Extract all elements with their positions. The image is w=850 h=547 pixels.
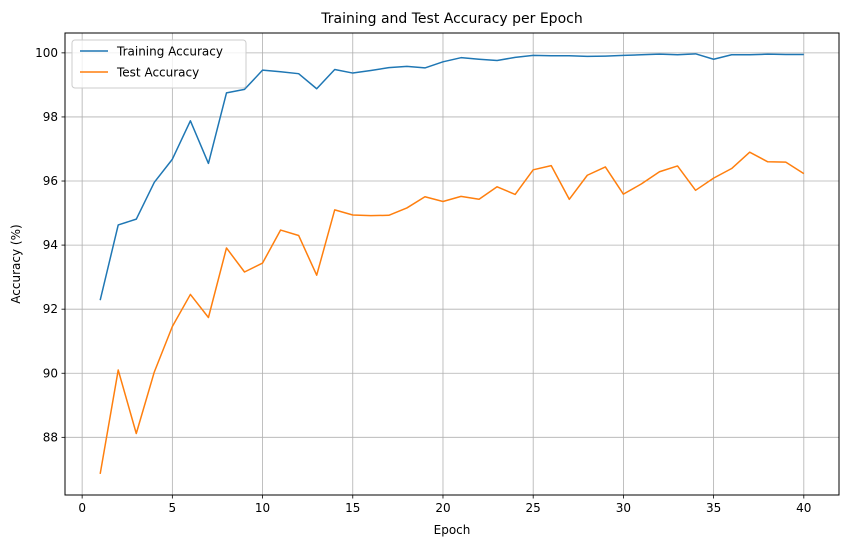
series-line-training-accuracy <box>99 53 804 301</box>
x-tick-label: 25 <box>526 501 541 515</box>
plot-area-frame <box>64 32 840 496</box>
x-tick-label: 15 <box>345 501 360 515</box>
grid <box>65 33 839 495</box>
x-tick-label: 20 <box>435 501 450 515</box>
y-axis-title: Accuracy (%) <box>9 224 23 303</box>
y-tick-label: 92 <box>43 302 58 316</box>
x-tick-label: 40 <box>796 501 811 515</box>
legend-label: Training Accuracy <box>116 45 223 59</box>
x-tick-label: 30 <box>616 501 631 515</box>
legend-frame <box>71 39 247 89</box>
x-tick-label: 5 <box>169 501 177 515</box>
chart-title: Training and Test Accuracy per Epoch <box>320 11 582 27</box>
legend-label: Test Accuracy <box>116 66 199 80</box>
x-tick-label: 10 <box>255 501 270 515</box>
axis-ticks: 0 5 10 15 20 25 30 35 40 88 90 92 94 96 98 100 <box>35 46 811 515</box>
x-tick-label: 0 <box>78 501 86 515</box>
y-tick-label: 96 <box>43 174 58 188</box>
series-lines <box>99 53 805 474</box>
legend: Training Accuracy Test Accuracy <box>71 39 247 89</box>
y-tick-label: 100 <box>35 46 58 60</box>
y-tick-label: 88 <box>43 430 58 444</box>
y-tick-label: 98 <box>43 110 58 124</box>
y-tick-label: 94 <box>43 238 58 252</box>
x-axis-title: Epoch <box>434 523 471 537</box>
series-line-test-accuracy <box>99 151 805 474</box>
y-tick-label: 90 <box>43 366 58 380</box>
x-tick-label: 35 <box>706 501 721 515</box>
